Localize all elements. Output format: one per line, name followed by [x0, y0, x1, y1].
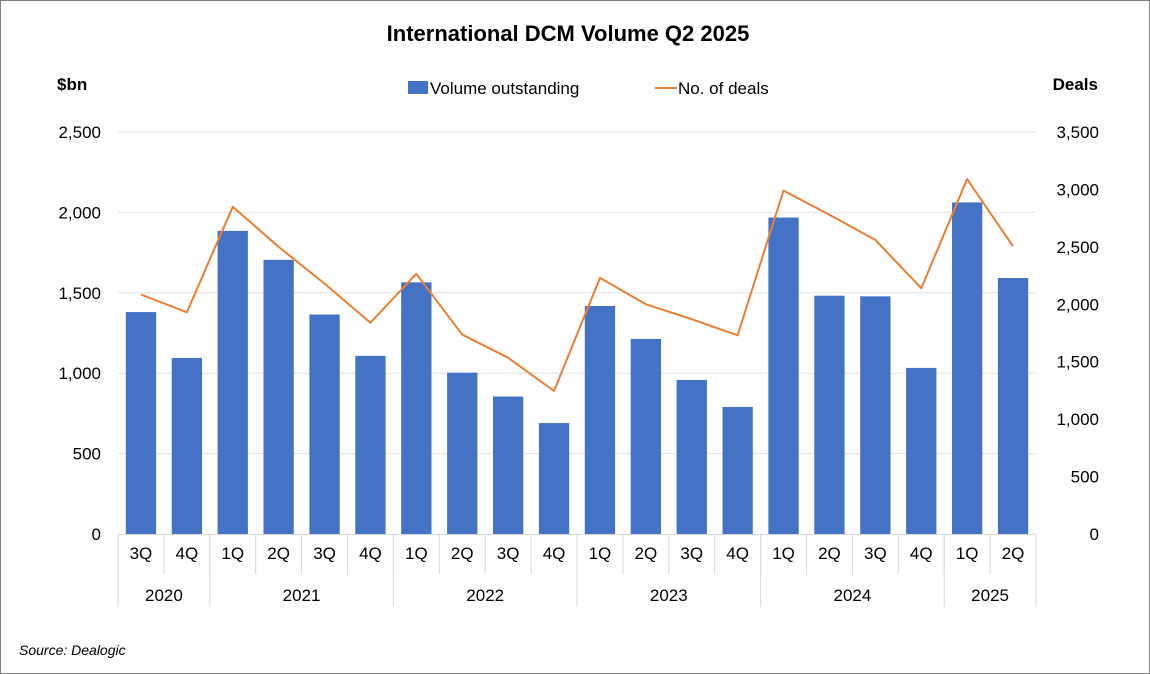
volume-bar — [584, 305, 616, 534]
left-axis-ticks: 0 500 1,000 1,500 2,000 2,500 — [58, 123, 101, 544]
volume-bar — [309, 314, 340, 534]
category-label: 2Q — [818, 544, 841, 563]
category-label: 3Q — [313, 544, 336, 563]
right-tick-label: 2,000 — [1056, 295, 1099, 314]
category-label: 2Q — [451, 544, 474, 563]
volume-bar — [401, 282, 432, 534]
right-axis-ticks: 0 500 1,000 1,500 2,000 2,500 3,000 3,500 — [1056, 123, 1099, 544]
legend-label-deals: No. of deals — [678, 79, 769, 98]
volume-bar — [447, 372, 478, 534]
category-label: 4Q — [359, 544, 382, 563]
category-label: 2Q — [635, 544, 658, 563]
volume-bar — [171, 357, 202, 534]
category-label: 1Q — [405, 544, 428, 563]
right-tick-label: 3,500 — [1056, 123, 1099, 142]
year-label: 2020 — [145, 586, 183, 605]
volume-bar — [860, 296, 891, 534]
year-label: 2022 — [466, 586, 504, 605]
right-tick-label: 2,500 — [1056, 238, 1099, 257]
source-note: Source: Dealogic — [19, 642, 126, 658]
volume-bar — [630, 338, 661, 534]
left-tick-label: 1,000 — [58, 364, 101, 383]
chart-title: International DCM Volume Q2 2025 — [387, 21, 750, 46]
volume-bar — [493, 396, 524, 534]
category-label: 4Q — [910, 544, 933, 563]
volume-bar — [125, 312, 157, 534]
category-label: 1Q — [772, 544, 795, 563]
volume-bar — [906, 367, 937, 534]
category-label: 3Q — [130, 544, 153, 563]
left-tick-label: 500 — [73, 445, 101, 464]
year-label: 2024 — [833, 586, 871, 605]
category-label: 3Q — [497, 544, 520, 563]
gridlines — [118, 131, 1036, 455]
category-label: 1Q — [589, 544, 612, 563]
category-label: 1Q — [956, 544, 979, 563]
right-tick-label: 3,000 — [1056, 180, 1099, 199]
volume-bar — [952, 202, 983, 534]
volume-bar — [768, 217, 799, 534]
volume-bar — [217, 230, 248, 534]
category-label: 4Q — [726, 544, 749, 563]
year-label: 2021 — [283, 586, 321, 605]
left-axis-unit: $bn — [57, 75, 87, 94]
left-tick-label: 2,500 — [58, 123, 101, 142]
volume-bar — [538, 423, 570, 534]
right-tick-label: 0 — [1090, 525, 1099, 544]
volume-bar — [263, 259, 294, 534]
deals-line-series — [140, 178, 1014, 392]
category-label: 4Q — [543, 544, 566, 563]
right-tick-label: 1,500 — [1056, 353, 1099, 372]
legend: Volume outstanding No. of deals — [408, 79, 769, 98]
right-axis-unit: Deals — [1053, 75, 1098, 94]
x-axis: 3Q 4Q 1Q 2Q 3Q 4Q 1Q 2Q 3Q 4Q 1Q 2Q 3Q 4Q 1Q 2Q 3Q 4Q 1Q 2Q… — [117, 534, 1037, 607]
year-label: 2025 — [971, 586, 1009, 605]
right-tick-label: 500 — [1071, 468, 1099, 487]
category-label: 3Q — [680, 544, 703, 563]
category-label: 3Q — [864, 544, 887, 563]
left-tick-label: 2,000 — [58, 203, 101, 222]
category-label: 2Q — [267, 544, 290, 563]
year-label: 2023 — [650, 586, 688, 605]
volume-bar — [997, 278, 1029, 534]
left-tick-label: 0 — [92, 525, 101, 544]
volume-bar — [355, 355, 386, 534]
category-label: 4Q — [176, 544, 199, 563]
deals-line — [140, 178, 1014, 392]
volume-bar — [722, 406, 753, 534]
left-tick-label: 1,500 — [58, 284, 101, 303]
category-label: 2Q — [1002, 544, 1025, 563]
category-label: 1Q — [221, 544, 244, 563]
volume-bar — [676, 379, 707, 534]
volume-bars — [125, 202, 1029, 534]
legend-label-volume: Volume outstanding — [430, 79, 579, 98]
legend-swatch-volume — [408, 81, 428, 94]
volume-bar — [814, 295, 845, 534]
right-tick-label: 1,000 — [1056, 410, 1099, 429]
